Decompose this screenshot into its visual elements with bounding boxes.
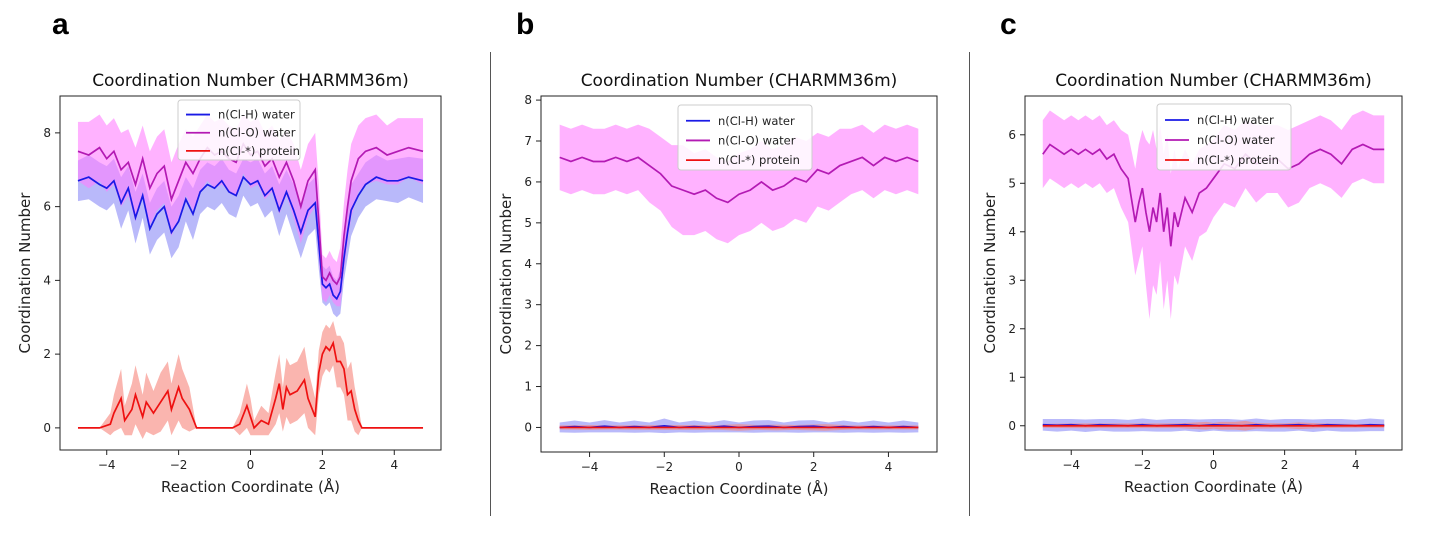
- band-p: [77, 320, 424, 439]
- legend-box: [677, 104, 813, 171]
- chart-title: Coordination Number (CHARMM36m): [581, 71, 898, 91]
- chart-b: Coordination Number (CHARMM36m) −4 −2 0 2 4 0 1…: [497, 71, 938, 498]
- series-line-h: [1042, 423, 1385, 427]
- y-tick-label: 5: [1008, 176, 1016, 190]
- x-tick-label: 4: [1352, 458, 1360, 472]
- legend-label: n(Cl-H) water: [218, 108, 295, 122]
- y-tick-label: 0: [43, 421, 51, 435]
- x-tick-label: −4: [1062, 458, 1080, 472]
- band-o: [77, 114, 424, 307]
- y-tick-label: 0: [1008, 419, 1016, 433]
- y-tick-label: 0: [524, 420, 532, 434]
- band-o: [1042, 110, 1385, 320]
- plot-area: [559, 124, 919, 434]
- y-axis-label: Coordination Number: [16, 192, 34, 354]
- y-tick-label: 2: [524, 339, 532, 353]
- panel-letter-a: a: [52, 8, 69, 41]
- panel-letter-b: b: [516, 8, 535, 41]
- x-tick-label: −2: [1134, 458, 1152, 472]
- chart-title: Coordination Number (CHARMM36m): [92, 71, 409, 91]
- x-tick-label: −4: [98, 458, 116, 472]
- chart-c: Coordination Number (CHARMM36m) −4 −2 0 2 4 0 1…: [981, 71, 1403, 496]
- y-tick-label: 2: [43, 347, 51, 361]
- band-o: [559, 124, 919, 244]
- legend: n(Cl-H) water n(Cl-O) water n(Cl-*) protei…: [177, 99, 301, 161]
- y-tick-label: 1: [1008, 370, 1016, 384]
- y-tick-label: 4: [524, 257, 532, 271]
- y-tick-label: 6: [1008, 128, 1016, 142]
- x-axis-label: Reaction Coordinate (Å): [1124, 477, 1303, 496]
- x-tick-label: 4: [885, 460, 893, 474]
- series-line-p: [77, 340, 424, 430]
- legend-label: n(Cl-H) water: [718, 114, 795, 128]
- legend: n(Cl-H) water n(Cl-O) water n(Cl-*) protei…: [1156, 103, 1292, 171]
- y-tick-label: 5: [524, 216, 532, 230]
- panel-divider: [490, 52, 491, 516]
- x-tick-label: 0: [1210, 458, 1218, 472]
- x-axis-label: Reaction Coordinate (Å): [161, 477, 340, 496]
- x-tick-label: 2: [319, 458, 327, 472]
- x-tick-label: 0: [247, 458, 255, 472]
- x-tick-label: −2: [170, 458, 188, 472]
- legend: n(Cl-H) water n(Cl-O) water n(Cl-*) protei…: [677, 104, 813, 171]
- x-tick-label: 2: [1281, 458, 1289, 472]
- chart-a: Coordination Number (CHARMM36m) −4 −2 0 2 4 0 2…: [16, 71, 442, 496]
- y-tick-label: 2: [1008, 322, 1016, 336]
- x-tick-label: −2: [655, 460, 673, 474]
- x-tick-label: 2: [810, 460, 818, 474]
- legend-box: [1156, 103, 1292, 171]
- legend-label: n(Cl-*) protein: [1197, 153, 1279, 167]
- plot-area: [1042, 110, 1385, 433]
- x-tick-label: −4: [581, 460, 599, 474]
- legend-label: n(Cl-*) protein: [218, 144, 300, 158]
- y-tick-label: 8: [43, 126, 51, 140]
- legend-label: n(Cl-O) water: [1197, 133, 1275, 147]
- y-tick-label: 1: [524, 380, 532, 394]
- panel-divider: [969, 52, 970, 516]
- y-tick-label: 8: [524, 93, 532, 107]
- legend-label: n(Cl-*) protein: [718, 153, 800, 167]
- series-line-o: [559, 156, 919, 204]
- series-line-o: [1042, 143, 1385, 247]
- plot-area: [77, 114, 424, 439]
- y-tick-label: 3: [1008, 273, 1016, 287]
- y-tick-label: 7: [524, 134, 532, 148]
- y-axis-label: Coordination Number: [497, 193, 515, 355]
- x-tick-label: 4: [390, 458, 398, 472]
- y-tick-label: 4: [1008, 225, 1016, 239]
- y-tick-label: 4: [43, 273, 51, 287]
- legend-label: n(Cl-H) water: [1197, 113, 1274, 127]
- panel-letter-c: c: [1000, 8, 1017, 41]
- x-tick-label: 0: [735, 460, 743, 474]
- chart-title: Coordination Number (CHARMM36m): [1055, 71, 1372, 91]
- y-tick-label: 6: [524, 175, 532, 189]
- series-line-h: [77, 175, 424, 301]
- y-tick-label: 3: [524, 298, 532, 312]
- x-axis-label: Reaction Coordinate (Å): [650, 479, 829, 498]
- legend-label: n(Cl-O) water: [218, 126, 296, 140]
- y-axis-label: Coordination Number: [981, 192, 999, 354]
- y-tick-label: 6: [43, 200, 51, 214]
- legend-label: n(Cl-O) water: [718, 133, 796, 147]
